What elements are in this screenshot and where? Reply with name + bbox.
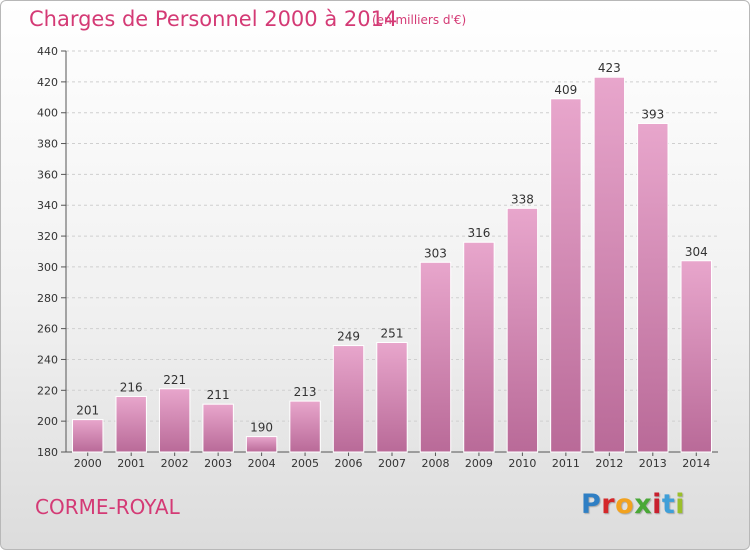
data-label-2013: 393 [641, 107, 664, 121]
y-tick-label: 240 [37, 353, 58, 366]
y-tick-label: 440 [37, 45, 58, 58]
bar-2006 [332, 345, 365, 453]
x-tick-label: 2005 [291, 457, 319, 470]
data-label-2005: 213 [294, 385, 317, 399]
data-label-2006: 249 [337, 330, 360, 344]
x-tick-label: 2009 [465, 457, 493, 470]
x-tick-label: 2001 [117, 457, 145, 470]
y-tick-label: 180 [37, 446, 58, 459]
bar-2002 [158, 388, 191, 453]
x-tick-label: 2010 [508, 457, 536, 470]
chart-subtitle: (en milliers d'€) [372, 13, 467, 27]
bar-2012 [593, 76, 626, 453]
x-tick-label: 2000 [74, 457, 102, 470]
y-tick-label: 200 [37, 415, 58, 428]
logo-letter: o [615, 489, 635, 520]
bar-2013 [637, 122, 669, 453]
data-label-2002: 221 [163, 373, 186, 387]
x-tick-label: 2006 [335, 457, 363, 470]
y-tick-label: 360 [37, 168, 58, 181]
bar-2009 [463, 241, 495, 453]
logo-letter: t [661, 489, 676, 520]
bar-2007 [376, 341, 408, 453]
data-label-2007: 251 [381, 326, 404, 340]
data-label-2001: 216 [120, 380, 143, 394]
y-tick-label: 280 [37, 292, 58, 305]
data-label-2012: 423 [598, 61, 621, 75]
x-tick-label: 2004 [248, 457, 276, 470]
logo-letter: i [675, 489, 686, 520]
y-tick-label: 260 [37, 323, 58, 336]
labels: 180 200 220 240 260 280 300 320 340 360 380 400 420 4… [37, 45, 710, 470]
y-tick-label: 220 [37, 384, 58, 397]
logo-letter: x [634, 489, 653, 520]
bar-2000 [72, 419, 104, 453]
chart-title: Charges de Personnel 2000 à 2014 [29, 7, 398, 31]
town-name: CORME-ROYAL [35, 495, 180, 519]
x-tick-label: 2011 [552, 457, 580, 470]
logo-letter: P [581, 489, 602, 520]
x-tick-label: 2012 [595, 457, 623, 470]
bars [72, 76, 712, 453]
data-label-2008: 303 [424, 246, 447, 260]
bar-2008 [419, 261, 452, 453]
bar-2014 [680, 260, 712, 453]
bar-2001 [115, 395, 147, 453]
bar-2003 [202, 403, 234, 453]
y-tick-label: 300 [37, 261, 58, 274]
y-tick-label: 380 [37, 138, 58, 151]
x-tick-label: 2007 [378, 457, 406, 470]
logo-letter: i [652, 489, 662, 520]
y-tick-label: 420 [37, 76, 58, 89]
data-label-2004: 190 [250, 421, 273, 435]
data-label-2014: 304 [685, 245, 708, 259]
bar-2011 [550, 98, 582, 453]
data-label-2009: 316 [467, 226, 490, 240]
x-tick-label: 2002 [161, 457, 189, 470]
data-label-2000: 201 [76, 404, 99, 418]
bar-2005 [289, 400, 321, 453]
proxiti-logo: Proxiti [581, 489, 685, 520]
logo-letter: r [601, 489, 616, 520]
data-label-2003: 211 [207, 388, 230, 402]
x-tick-label: 2003 [204, 457, 232, 470]
data-label-2010: 338 [511, 192, 534, 206]
x-tick-label: 2008 [421, 457, 449, 470]
y-tick-label: 400 [37, 107, 58, 120]
x-tick-label: 2014 [682, 457, 710, 470]
bar-2010 [506, 207, 539, 453]
x-tick-label: 2013 [639, 457, 667, 470]
bar-2004 [245, 436, 278, 453]
y-tick-label: 340 [37, 199, 58, 212]
data-label-2011: 409 [554, 83, 577, 97]
y-tick-label: 320 [37, 230, 58, 243]
